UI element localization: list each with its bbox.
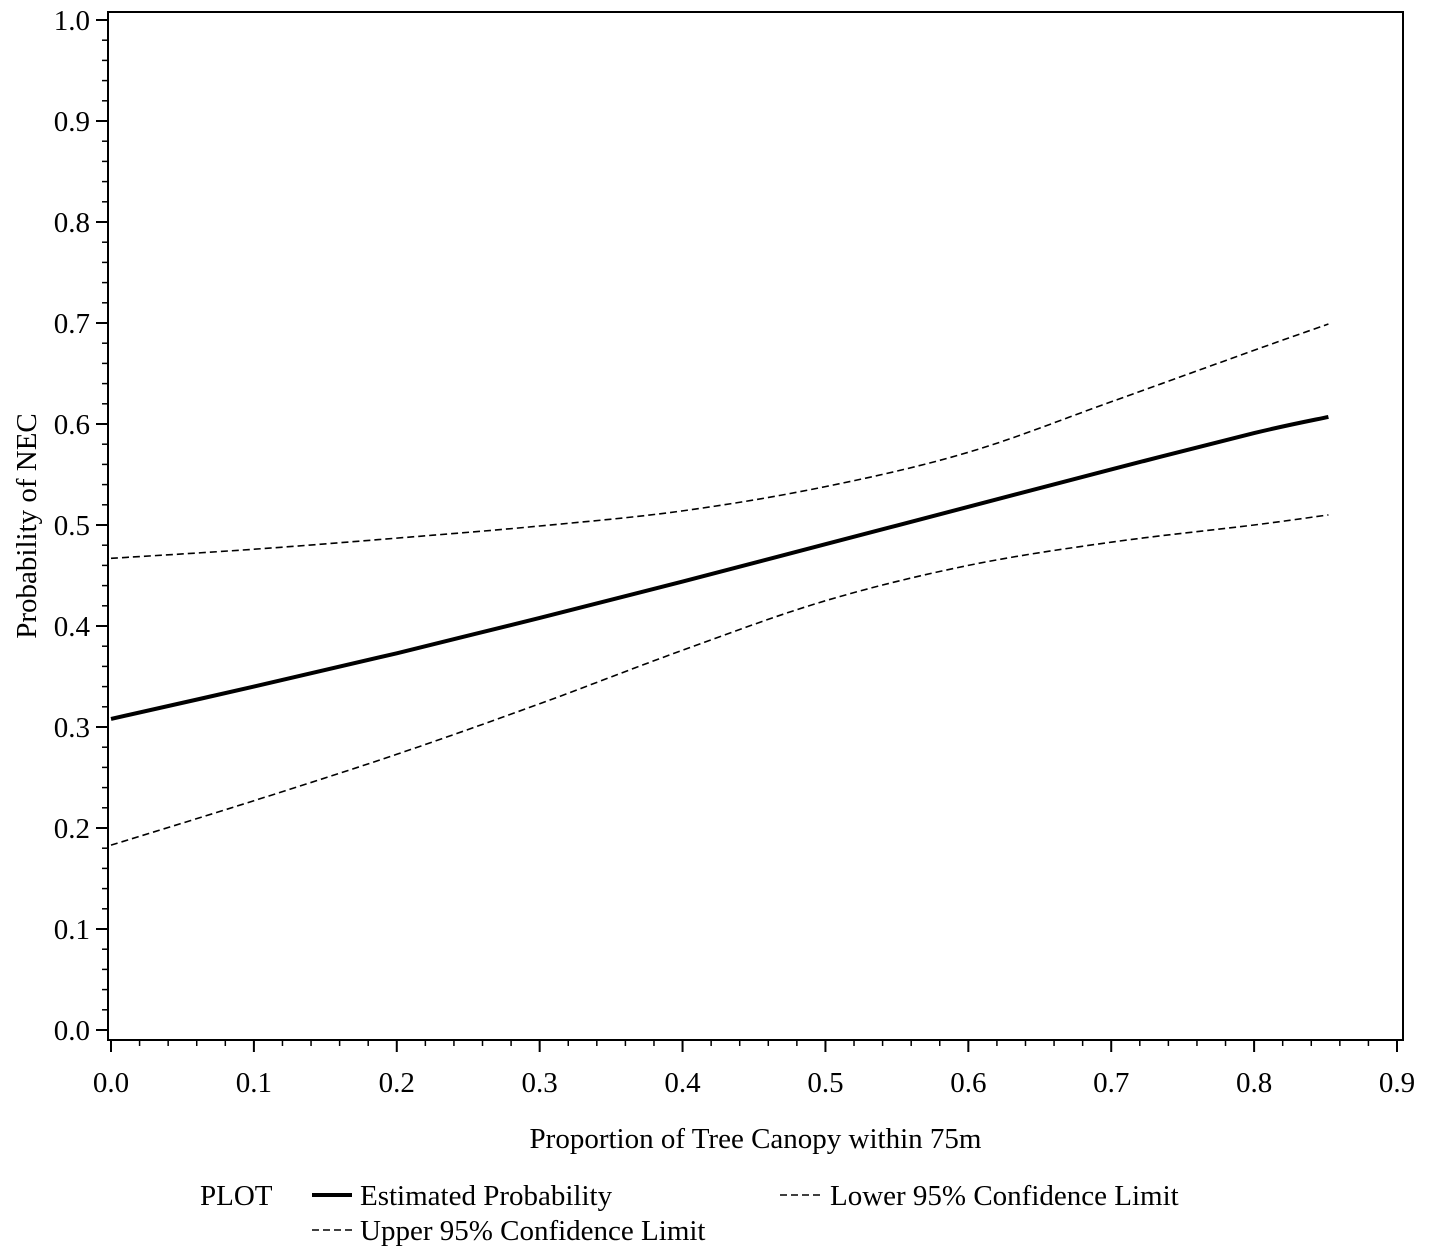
x-tick-label: 0.1 [236, 1067, 272, 1099]
y-tick-label: 0.3 [54, 712, 90, 744]
y-tick-label: 0.6 [54, 409, 90, 441]
legend-label-2: Lower 95% Confidence Limit [830, 1180, 1179, 1212]
plot-frame [107, 11, 1404, 1041]
x-tick-label: 0.4 [664, 1067, 701, 1099]
x-tick-label: 0.0 [93, 1067, 129, 1099]
y-tick-label: 0.4 [54, 611, 91, 643]
series-line-3 [110, 323, 1329, 560]
y-tick-label: 0.8 [54, 207, 90, 239]
x-tick-label: 0.5 [807, 1067, 843, 1099]
x-axis: 0.0 0.1 0.2 0.3 0.4 0.5 0.6 0.7 0.8 0.9 [93, 1040, 1415, 1099]
y-tick-label: 0.0 [54, 1015, 90, 1047]
legend-label-3: Upper 95% Confidence Limit [360, 1215, 706, 1247]
series-line-2 [110, 514, 1329, 846]
x-tick-label: 0.2 [379, 1067, 415, 1099]
x-tick-label: 0.7 [1093, 1067, 1129, 1099]
y-tick-label: 0.2 [54, 813, 90, 845]
series-line-1 [110, 414, 1329, 721]
x-tick-label: 0.9 [1379, 1067, 1415, 1099]
legend-label-1: Estimated Probability [360, 1180, 613, 1212]
legend-title: PLOT [200, 1180, 273, 1212]
x-tick-label: 0.8 [1236, 1067, 1272, 1099]
x-tick-label: 0.6 [950, 1067, 986, 1099]
y-tick-label: 0.7 [54, 308, 90, 340]
y-tick-label: 1.0 [54, 5, 90, 37]
series-layer [110, 323, 1329, 846]
y-axis-title: Probability of NEC [11, 413, 43, 639]
y-axis: 0.0 0.1 0.2 0.3 0.4 0.5 0.6 0.7 0.8 0.9 1.0 [54, 5, 108, 1047]
y-tick-label: 0.1 [54, 914, 90, 946]
y-tick-label: 0.9 [54, 106, 90, 138]
x-axis-title: Proportion of Tree Canopy within 75m [530, 1123, 982, 1155]
y-tick-label: 0.5 [54, 510, 90, 542]
legend: PLOT Estimated Probability Lower 95% Conf… [200, 1180, 1179, 1247]
x-tick-label: 0.3 [522, 1067, 558, 1099]
